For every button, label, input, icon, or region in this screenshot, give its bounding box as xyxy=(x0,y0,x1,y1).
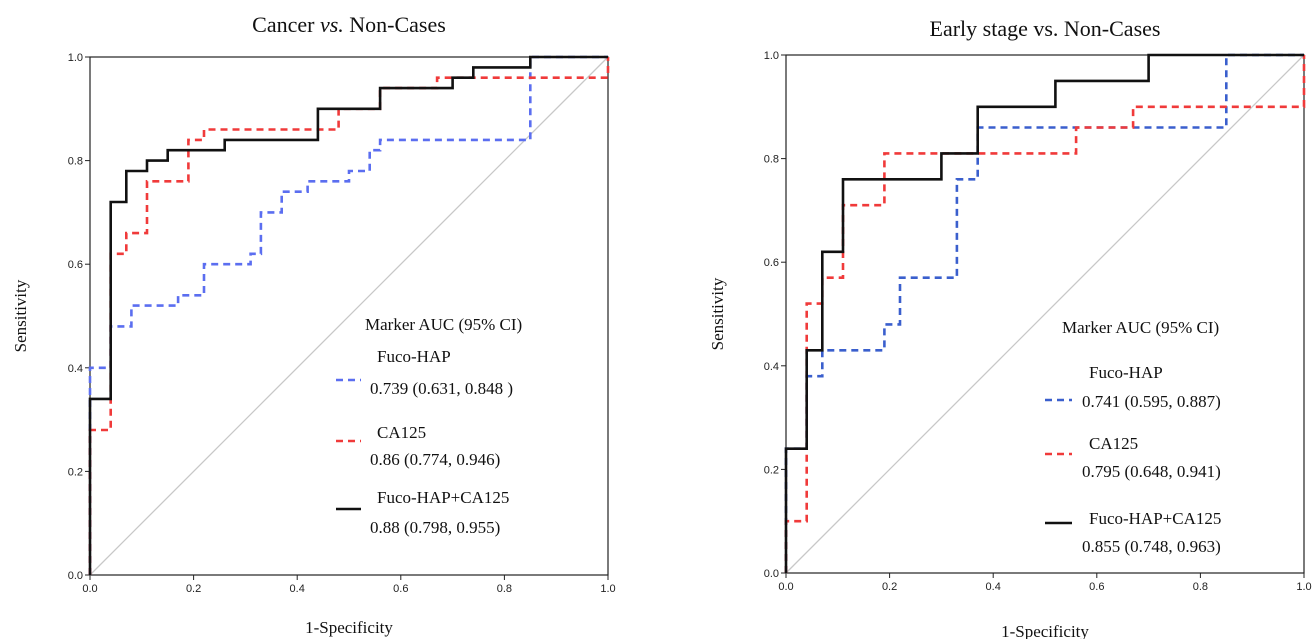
chart-title: Cancer vs. Non-Cases xyxy=(252,12,446,37)
y-axis-title: Sensitivity xyxy=(708,277,727,350)
legend-auc-value: 0.741 (0.595, 0.887) xyxy=(1082,392,1221,411)
x-tick-label: 0.8 xyxy=(497,583,512,595)
y-tick-label: 0.4 xyxy=(68,363,83,375)
chart-title-part: Early stage vs. Non-Cases xyxy=(930,16,1161,41)
chart-title-italic: vs. xyxy=(320,12,344,37)
legend-auc-value: 0.88 (0.798, 0.955) xyxy=(370,518,500,537)
legend-series-name: Fuco-HAP xyxy=(1089,363,1163,382)
x-tick-label: 0.4 xyxy=(986,581,1001,593)
x-tick-label: 1.0 xyxy=(600,583,615,595)
legend-series-name: Fuco-HAP+CA125 xyxy=(1089,509,1221,528)
y-tick-label: 0.4 xyxy=(764,361,779,373)
x-axis-title: 1-Specificity xyxy=(1001,622,1089,639)
y-tick-label: 0.2 xyxy=(68,466,83,478)
x-tick-label: 0.2 xyxy=(186,583,201,595)
y-tick-label: 0.8 xyxy=(68,156,83,168)
x-tick-label: 0.6 xyxy=(393,583,408,595)
roc-curve-fuco-hap xyxy=(88,55,608,575)
y-tick-label: 0.6 xyxy=(68,259,83,271)
y-tick-label: 0.2 xyxy=(764,464,779,476)
roc-chart-1: Cancer vs. Non-Cases 0.0 0.2 0.4 0.6 0.8 1.0 0.… xyxy=(11,12,616,637)
legend-series-name: CA125 xyxy=(377,423,426,442)
legend-auc-value: 0.739 (0.631, 0.848 ) xyxy=(370,379,513,398)
y-tick-label: 0.0 xyxy=(68,570,83,582)
x-tick-label: 0.6 xyxy=(1089,581,1104,593)
x-tick-label: 0.2 xyxy=(882,581,897,593)
legend-series-name: Fuco-HAP xyxy=(377,347,451,366)
roc-curve-fuco-hap-ca125 xyxy=(88,55,608,575)
plot-frame xyxy=(785,54,1305,574)
legend-auc-value: 0.795 (0.648, 0.941) xyxy=(1082,462,1221,481)
chart-title-part: Non-Cases xyxy=(344,12,446,37)
legend-title: Marker AUC (95% CI) xyxy=(1062,318,1219,337)
x-tick-label: 0.0 xyxy=(778,581,793,593)
legend-title: Marker AUC (95% CI) xyxy=(365,315,522,334)
chart-title-part: Cancer xyxy=(252,12,320,37)
y-tick-label: 0.0 xyxy=(764,568,779,580)
x-tick-label: 0.0 xyxy=(82,583,97,595)
x-tick-label: 0.8 xyxy=(1193,581,1208,593)
chart-title: Early stage vs. Non-Cases xyxy=(930,16,1161,41)
legend-series-name: CA125 xyxy=(1089,434,1138,453)
roc-curve-fuco-hap-ca125 xyxy=(784,53,1304,573)
roc-chart-2: Early stage vs. Non-Cases 0.0 0.2 0.4 0.6 0.8… xyxy=(708,16,1312,639)
legend-series-name: Fuco-HAP+CA125 xyxy=(377,488,509,507)
y-tick-label: 1.0 xyxy=(68,52,83,64)
legend-auc-value: 0.86 (0.774, 0.946) xyxy=(370,450,500,469)
y-tick-label: 0.6 xyxy=(764,257,779,269)
x-axis-title: 1-Specificity xyxy=(305,618,393,637)
y-tick-label: 0.8 xyxy=(764,154,779,166)
y-tick-label: 1.0 xyxy=(764,50,779,62)
plot-frame xyxy=(89,56,609,576)
y-axis-title: Sensitivity xyxy=(11,279,30,352)
x-tick-label: 0.4 xyxy=(290,583,305,595)
x-tick-label: 1.0 xyxy=(1296,581,1311,593)
reference-diagonal xyxy=(785,54,1305,574)
legend-auc-value: 0.855 (0.748, 0.963) xyxy=(1082,537,1221,556)
reference-diagonal xyxy=(89,56,609,576)
roc-curve-ca125 xyxy=(88,57,610,575)
